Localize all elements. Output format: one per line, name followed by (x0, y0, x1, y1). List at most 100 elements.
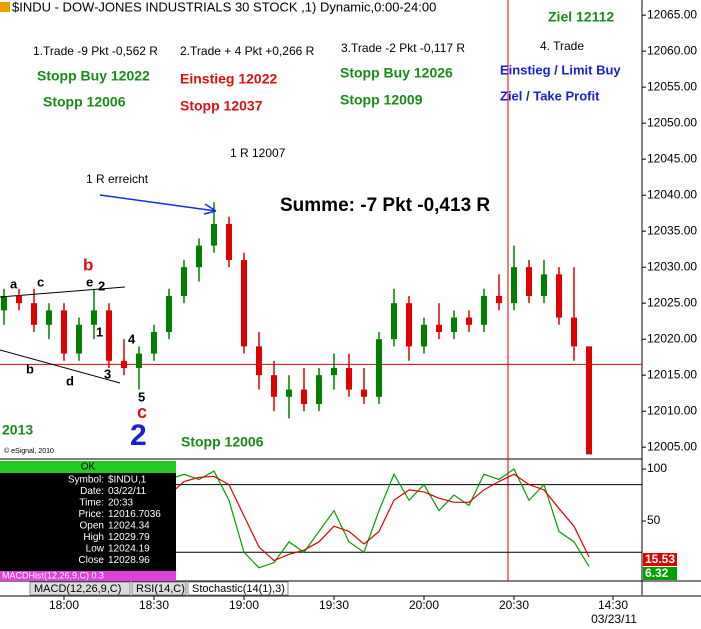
x-tick-label: 20:00 (409, 598, 439, 612)
indicator-tab[interactable] (131, 581, 187, 596)
candle-body (195, 245, 202, 268)
y-tick-label: 12060.00 (647, 43, 697, 57)
last-value: 15.53 (645, 552, 675, 566)
candle-body (300, 389, 307, 404)
candle-body (405, 303, 412, 347)
macd-hist-bar (0, 571, 176, 581)
y-tick-label: 12045.00 (647, 151, 697, 165)
info-value: 12024.19 (108, 544, 150, 555)
annotation: e (86, 274, 93, 289)
candle-body (570, 317, 577, 347)
y-tick-label: 12035.00 (647, 223, 697, 237)
x-tick-label: 20:30 (499, 598, 529, 612)
candle-body (435, 324, 442, 332)
info-label: Date: (80, 486, 104, 497)
y-tick-label: 12010.00 (647, 403, 697, 417)
info-value: 12028.96 (108, 555, 150, 566)
annotation: 2 (98, 278, 105, 293)
info-label: Price: (78, 509, 104, 520)
tab-label[interactable]: MACD(12,26,9,C) (34, 583, 121, 595)
candle-body (120, 360, 127, 368)
annotation: Stopp 12037 (180, 98, 263, 114)
copyright: © eSignal, 2010 (4, 447, 54, 455)
annotation: 4 (128, 331, 136, 346)
candle-body (495, 295, 502, 304)
candle-body (60, 310, 67, 354)
info-value: 20:33 (108, 498, 133, 509)
annotation: d (66, 373, 74, 388)
candle-body (105, 310, 112, 361)
candle-body (345, 367, 352, 390)
candle-body (315, 375, 322, 404)
macd-hist-label: MACDHist(12,26,9,C) 0.3 (2, 570, 104, 580)
last-value: 6.32 (645, 566, 669, 580)
last-value-box (643, 553, 677, 566)
candle-body (30, 303, 37, 325)
info-label: High (83, 532, 104, 543)
info-status: OK (81, 462, 96, 473)
annotation: 3 (104, 366, 111, 381)
candle-body (15, 295, 22, 304)
x-tick-label: 18:30 (139, 598, 169, 612)
annotation: c (137, 402, 147, 422)
candle-body (585, 346, 592, 455)
candle-body (75, 324, 82, 354)
candle-body (135, 353, 142, 368)
y-tick-label: 12050.00 (647, 115, 697, 129)
indicator-tab[interactable] (187, 581, 289, 596)
candle-body (390, 303, 397, 340)
info-label: Time: (79, 498, 104, 509)
arrow-head (203, 203, 217, 215)
info-value: 12016.7036 (108, 509, 161, 520)
annotation: Ziel / Take Profit (500, 88, 600, 103)
annotation: 2.Trade + 4 Pkt +0,266 R (180, 44, 315, 58)
annotation: a (10, 276, 18, 291)
x-tick-label: 14:30 (598, 598, 628, 612)
tab-label[interactable]: Stochastic(14(1),3) (192, 583, 285, 595)
annotation: 4. Trade (540, 39, 584, 53)
annotation: Stopp 12006 (43, 94, 126, 110)
info-label: Open (80, 521, 104, 532)
candle-body (225, 223, 232, 260)
annotation: Stopp Buy 12022 (37, 68, 150, 84)
candle-body (270, 375, 277, 397)
candle-body (510, 267, 517, 304)
info-value: 03/22/11 (108, 486, 147, 497)
indicator-tab[interactable] (29, 581, 131, 596)
candle-body (525, 267, 532, 296)
candle-body (375, 339, 382, 397)
arrow (99, 194, 217, 212)
candle-body (330, 367, 337, 376)
annotation: Stopp 12009 (340, 92, 423, 108)
tab-label[interactable]: RSI(14,C) (136, 583, 185, 595)
annotation: 3.Trade -2 Pkt -0,117 R (341, 41, 465, 55)
annotation: 1 R erreicht (86, 172, 149, 186)
annotation: Ziel 12112 (548, 9, 614, 25)
x-tick-label: 19:30 (319, 598, 349, 612)
annotation: 2 (130, 419, 147, 452)
annotation: c (37, 274, 44, 289)
y-tick-label: 50 (647, 513, 661, 527)
chart-title: $INDU - DOW-JONES INDUSTRIALS 30 STOCK ,… (12, 0, 436, 14)
annotation: 1.Trade -9 Pkt -0,562 R (33, 44, 158, 58)
info-value: $INDU,1 (108, 475, 147, 486)
y-tick-label: 100 (647, 461, 667, 475)
annotation: Stopp 12006 (181, 434, 264, 450)
candle-body (0, 295, 7, 311)
candle-body (210, 223, 217, 246)
info-box (0, 461, 176, 581)
candle-body (465, 317, 472, 325)
annotation: 1 (96, 324, 103, 339)
y-tick-label: 12055.00 (647, 79, 697, 93)
info-value: 12024.34 (108, 521, 150, 532)
annotation: 2013 (2, 422, 33, 438)
candle-body (255, 346, 262, 376)
annotation: Summe: -7 Pkt -0,413 R (280, 195, 490, 216)
annotation: Einstieg / Limit Buy (500, 62, 621, 77)
annotation: 1 R 12007 (230, 146, 286, 160)
y-tick-label: 12025.00 (647, 295, 697, 309)
info-label: Close (78, 555, 104, 566)
trendline (0, 349, 121, 384)
info-value: 12029.79 (108, 532, 150, 543)
